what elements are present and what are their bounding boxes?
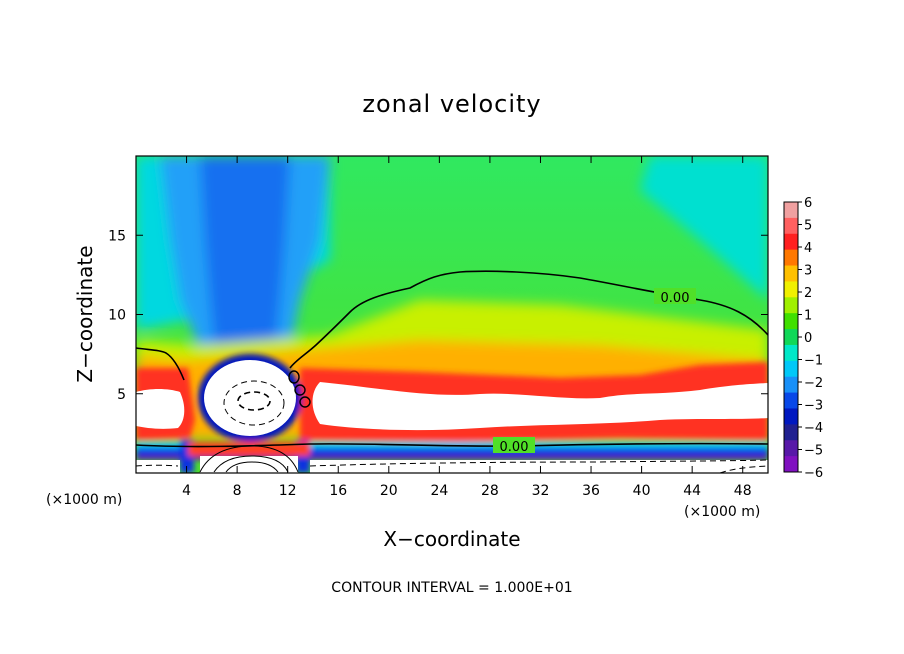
y-tick-label: 5: [117, 387, 126, 403]
colorbar-label: −5: [804, 444, 823, 459]
y-tick-label: 15: [108, 228, 126, 244]
x-tick-label: 44: [683, 483, 701, 499]
field-cyan-right: [640, 156, 768, 300]
colorbar-swatch: [784, 344, 798, 362]
surface-contour: [309, 459, 768, 467]
colorbar-swatch: [784, 440, 798, 457]
surface-contour-left: [136, 464, 179, 467]
zero-contour-left: [136, 347, 185, 381]
saturated-bubble: [204, 360, 296, 436]
saturated-surface-right: [310, 460, 768, 473]
colorbar-swatch: [784, 424, 798, 441]
colorbar-label: −2: [804, 376, 823, 391]
x-unit-label: (×1000 m): [684, 504, 760, 520]
colorbar-label: 0: [804, 331, 812, 346]
colorbar-label: −1: [804, 354, 823, 369]
colorbar-swatch: [784, 233, 798, 251]
x-tick-label: 40: [633, 483, 651, 499]
plot-area: 0.00 0.00: [136, 156, 768, 473]
colorbar-label: 1: [804, 309, 812, 324]
colorbar-swatch: [784, 217, 798, 235]
small-contour-3: [299, 396, 311, 408]
chart-title: zonal velocity: [362, 90, 541, 118]
colorbar-label: −4: [804, 421, 823, 436]
colorbar-swatch: [784, 265, 798, 282]
y-axis-title: Z−coordinate: [73, 245, 97, 382]
colorbar-swatch: [784, 281, 798, 298]
x-tick-label: 4: [182, 483, 191, 499]
colorbar-label: 5: [804, 219, 812, 234]
x-tick-label: 24: [430, 483, 448, 499]
saturated-pocket: [200, 456, 298, 473]
x-tick-label: 36: [582, 483, 600, 499]
x-axis: 4 8 12 16 20 24 28 32 36 40 44 48: [182, 156, 752, 499]
colorbar-label: 4: [804, 241, 812, 256]
y-axis: 5 10 15: [108, 228, 768, 403]
colorbar-label: −3: [804, 399, 823, 414]
small-contour-2: [294, 384, 306, 396]
bubble-contour-outer: [223, 380, 285, 426]
colorbar: 6 5 4 3 2 1 0 −1 −2 −3 −4 −5 −6: [783, 196, 823, 481]
y-unit-label: (×1000 m): [46, 492, 122, 508]
y-tick-label: 10: [108, 308, 126, 324]
contour-label-bg-upper: [654, 288, 696, 304]
x-tick-label: 28: [481, 483, 499, 499]
x-axis-title: X−coordinate: [383, 527, 520, 551]
colorbar-swatch: [784, 456, 798, 473]
x-tick-label: 20: [380, 483, 398, 499]
colorbar-swatch: [784, 297, 798, 314]
contour-interval: CONTOUR INTERVAL = 1.000E+01: [331, 580, 572, 596]
x-tick-label: 8: [233, 483, 242, 499]
colorbar-swatch: [784, 408, 798, 425]
colorbar-swatch: [784, 360, 798, 378]
colorbar-label: 2: [804, 286, 812, 301]
contour-label-upper: 0.00: [661, 291, 690, 306]
colorbar-swatch: [784, 376, 798, 394]
zero-contour-lower: [136, 442, 768, 448]
pocket-contour-3: [225, 461, 279, 473]
pocket-contour-2: [213, 455, 289, 473]
colorbar-label: 3: [804, 264, 812, 279]
saturated-surface-left: [136, 460, 180, 473]
contour-label-bg-lower: [493, 437, 535, 453]
saturated-left: [136, 389, 185, 429]
colorbar-swatch: [784, 202, 798, 219]
x-tick-label: 32: [532, 483, 550, 499]
field-blue-strip: [136, 448, 768, 456]
colorbar-label: 6: [804, 196, 812, 211]
contour-label-lower: 0.00: [500, 440, 529, 455]
field-jet-mid: [200, 156, 290, 356]
saturated-core: [312, 382, 768, 431]
colorbar-swatch: [784, 313, 798, 330]
colorbar-swatch: [784, 329, 798, 346]
bubble-contour-inner: [237, 391, 271, 411]
x-tick-label: 12: [279, 483, 297, 499]
x-tick-label: 48: [734, 483, 752, 499]
x-tick-label: 16: [329, 483, 347, 499]
colorbar-swatch: [784, 392, 798, 409]
colorbar-label: −6: [804, 466, 823, 481]
small-contour-1: [288, 370, 300, 384]
pocket-contour-1: [199, 445, 299, 473]
field-purple-strip: [136, 456, 768, 460]
colorbar-swatch: [784, 249, 798, 267]
